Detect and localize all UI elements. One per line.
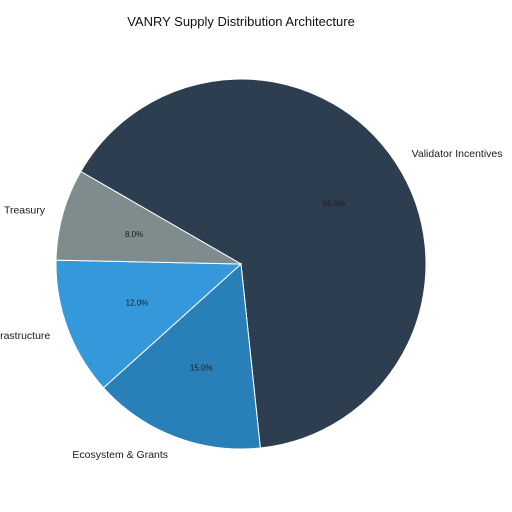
- slice-label-r-d-infrastructure: R&D / Infrastructure: [0, 330, 50, 342]
- slice-label-ecosystem-grants: Ecosystem & Grants: [72, 449, 168, 461]
- pct-label-ecosystem-grants: 15.0%: [190, 364, 213, 373]
- pct-label-treasury: 8.0%: [125, 230, 143, 239]
- pie-slice-validator-incentives: [80, 78, 427, 449]
- slice-label-validator-incentives: Validator Incentives: [412, 148, 503, 160]
- pct-label-r-d-infrastructure: 12.0%: [126, 299, 149, 308]
- slice-labels: Validator Incentives Ecosystem & Grants R&…: [0, 148, 503, 461]
- pct-label-validator-incentives: 65.0%: [323, 200, 346, 209]
- pie-slice-treasury: [55, 170, 242, 265]
- percentage-labels: 65.0% 15.0% 12.0% 8.0%: [125, 200, 345, 373]
- chart-title: VANRY Supply Distribution Architecture: [127, 14, 355, 29]
- slice-label-treasury: Treasury: [4, 204, 46, 216]
- pie-slice-ecosystem-grants: [102, 262, 261, 450]
- pie-slice-r-d-infrastructure: [55, 259, 243, 389]
- pie-slices: [55, 78, 427, 450]
